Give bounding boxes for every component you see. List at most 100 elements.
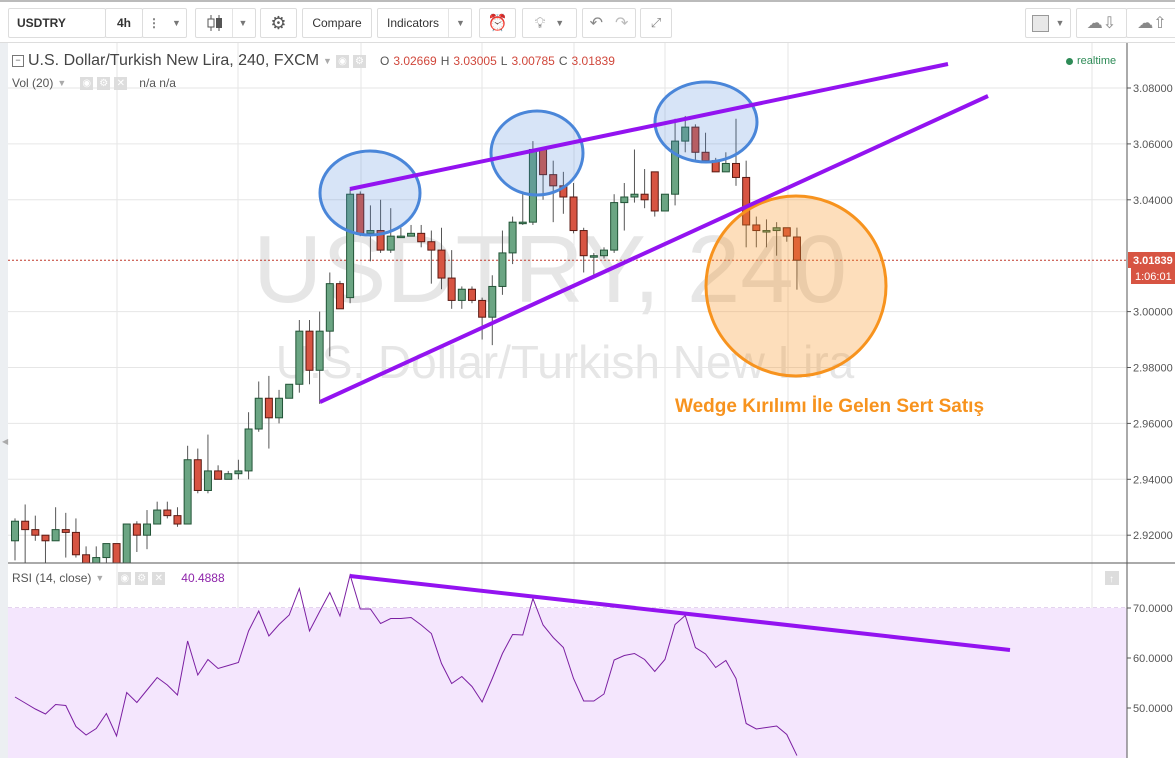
settings-button[interactable]: ⚙ (260, 8, 297, 38)
chevron-down-icon[interactable]: ▼ (57, 78, 67, 88)
save-chart-button[interactable]: ☁︎⇧ (1126, 8, 1175, 38)
rsi-label[interactable]: RSI (14, close) (12, 571, 92, 585)
interval-label: 4h (116, 16, 131, 30)
candle (427, 230, 436, 284)
symbol-search-button[interactable]: USDTRY (8, 8, 106, 38)
gear-icon[interactable]: ⚙ (135, 571, 149, 585)
candle-body (112, 543, 121, 564)
ideas-button[interactable]: 💡︎ ▼ (522, 8, 577, 38)
highlight-circle-1[interactable] (318, 149, 422, 237)
undo-icon[interactable]: ↶ (589, 15, 603, 32)
series-title[interactable]: U.S. Dollar/Turkish New Lira, 240, FXCM (28, 52, 320, 69)
price-tick-label: 2.98000 (1133, 363, 1173, 375)
more-vertical-icon: ⋮ (148, 16, 161, 30)
candle-body (427, 241, 436, 251)
candle (467, 286, 476, 304)
collapse-legend-icon[interactable]: − (12, 55, 24, 67)
candle-body (569, 196, 578, 232)
fullscreen-button[interactable]: ⤢ (640, 8, 672, 38)
rsi-divergence-trendline[interactable] (349, 574, 1011, 652)
collapse-arrow-icon[interactable]: ◀ (2, 437, 9, 446)
candle (366, 205, 375, 262)
candle-body (71, 531, 80, 556)
close-icon[interactable]: ✕ (114, 76, 128, 90)
candle-body (102, 543, 111, 559)
chevron-down-icon[interactable]: ▼ (323, 56, 332, 66)
eye-icon[interactable]: ◉ (118, 571, 132, 585)
chart-style-button[interactable]: ▼ (195, 8, 256, 38)
candle (681, 115, 690, 153)
wedge-lower-trendline[interactable] (319, 94, 989, 404)
candlestick-icon (207, 15, 222, 31)
candle-body (467, 288, 476, 301)
candle-body (498, 252, 507, 287)
candle (11, 518, 19, 561)
candle (61, 512, 70, 558)
interval-button[interactable]: 4h (105, 8, 143, 38)
gear-icon: ⚙ (270, 12, 287, 33)
gear-icon[interactable]: ⚙ (352, 54, 366, 68)
candle-body (752, 224, 761, 232)
chevron-down-icon: ▼ (456, 18, 465, 28)
candle-body (630, 193, 639, 198)
maximize-pane-icon[interactable] (1105, 571, 1119, 585)
highlight-circle-3[interactable] (653, 80, 759, 164)
color-square-icon (1031, 14, 1049, 32)
eye-icon[interactable]: ◉ (80, 76, 94, 90)
rsi-band (8, 608, 1127, 758)
rsi-tick-label: 50.0000 (1133, 703, 1173, 715)
rsi-legend: RSI (14, close) ▼ ◉ ⚙ ✕ 40.4888 (12, 571, 225, 585)
interval-dropdown[interactable]: ⋮ ▼ (142, 8, 187, 38)
candle (203, 434, 212, 494)
candle-body (41, 534, 50, 542)
fullscreen-icon: ⤢ (650, 15, 662, 30)
candle (630, 149, 639, 203)
eye-icon[interactable]: ◉ (335, 54, 349, 68)
candle-body (234, 470, 243, 475)
drawings[interactable]: Wedge Kırılımı İle Gelen Sert Satış (318, 62, 1011, 652)
candle-body (488, 285, 497, 318)
annotation-text[interactable]: Wedge Kırılımı İle Gelen Sert Satış (675, 396, 984, 417)
highlight-circle-2[interactable] (489, 109, 585, 197)
candle-body (518, 221, 527, 225)
candle-body (82, 554, 91, 564)
price-tick-label: 2.92000 (1133, 530, 1173, 542)
candle-body (122, 523, 131, 564)
candle-body (589, 255, 598, 258)
candle (762, 219, 771, 248)
candle-body (650, 171, 659, 212)
wedge-upper-trendline[interactable] (349, 62, 949, 191)
candle (254, 381, 263, 432)
candle (153, 501, 162, 525)
rsi-line (14, 573, 798, 756)
candle-body (599, 249, 608, 257)
price-tick-label: 2.96000 (1133, 418, 1173, 430)
volume-label[interactable]: Vol (20) (12, 76, 54, 90)
main-series-legend: − U.S. Dollar/Turkish New Lira, 240, FXC… (12, 52, 615, 70)
redo-icon[interactable]: ↷ (615, 15, 629, 32)
close-icon[interactable]: ✕ (152, 571, 166, 585)
candle (437, 227, 446, 290)
candle-body (620, 196, 629, 204)
close-label: C (558, 54, 568, 68)
price-axis[interactable]: 3.08000 3.06000 3.04000 3.00000 2.98000 2.960… (1127, 83, 1173, 715)
candle-body (478, 299, 487, 318)
candle (772, 222, 781, 256)
indicators-button[interactable]: Indicators ▼ (377, 8, 472, 38)
breakdown-circle[interactable] (704, 194, 888, 378)
alert-button[interactable]: ⏰ (479, 8, 516, 38)
gear-icon[interactable]: ⚙ (97, 76, 111, 90)
color-theme-button[interactable]: ▼ (1025, 8, 1071, 38)
price-tick-label: 3.04000 (1133, 195, 1173, 207)
candle (782, 227, 791, 242)
chevron-down-icon[interactable]: ▼ (95, 573, 105, 583)
left-scroll-strip[interactable] (0, 43, 8, 758)
load-chart-button[interactable]: ☁︎⇩ (1076, 8, 1127, 38)
candle (498, 230, 507, 295)
compare-button[interactable]: Compare (302, 8, 372, 38)
candle-body (173, 515, 182, 525)
candle (650, 171, 659, 217)
candle-body (549, 174, 558, 187)
candle-body (224, 473, 233, 480)
